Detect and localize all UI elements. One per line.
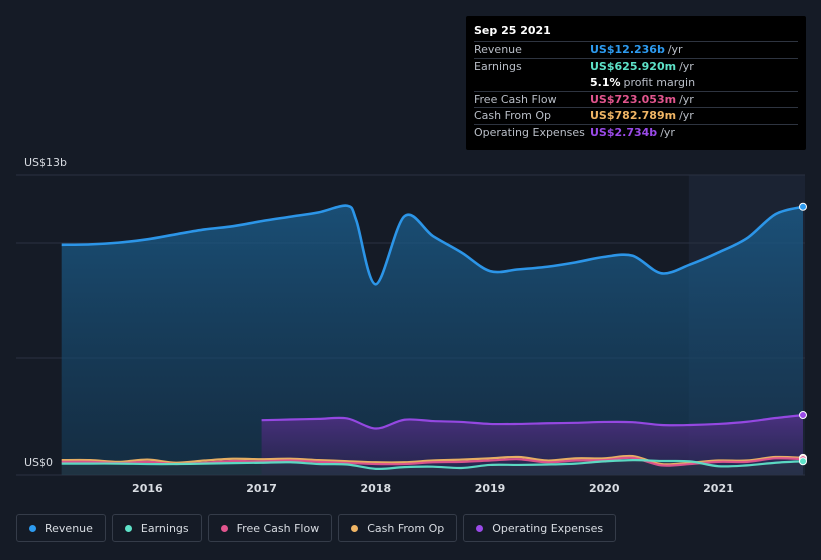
tooltip-row: Operating Expenses US$2.734b/yr — [474, 123, 798, 141]
cash-from-op-line — [61, 454, 804, 466]
legend-label: Cash From Op — [367, 521, 445, 535]
tooltip-row-unit: /yr — [667, 43, 683, 57]
tooltip-row-label: Operating Expenses — [474, 125, 585, 139]
operating-expenses-endpoint-marker — [799, 411, 807, 420]
tooltip-date: Sep 25 2021 — [474, 24, 551, 37]
legend-label: Operating Expenses — [492, 521, 604, 535]
x-tick-label: 2018 — [361, 482, 392, 495]
legend-dot-icon — [124, 524, 132, 532]
tooltip-row: 5.1% profit margin — [474, 74, 798, 91]
tooltip-row-unit: /yr — [679, 109, 694, 123]
legend-label: Revenue — [45, 521, 93, 535]
tooltip-row-label: Revenue — [474, 43, 522, 57]
x-tick-label: 2017 — [246, 482, 277, 495]
tooltip-row-unit: /yr — [679, 92, 694, 106]
tooltip-row-unit: /yr — [660, 125, 675, 139]
legend-dot-icon — [29, 524, 36, 532]
legend-item-free-cash-flow[interactable]: Free Cash Flow — [207, 514, 333, 542]
chart: US$13b US$0 2016 2017 2018 2019 2020 2021 — [16, 156, 807, 495]
legend-item-cash-from-op[interactable]: Cash From Op — [338, 514, 458, 542]
tooltip-row: Revenue US$12.236b/yr — [474, 41, 798, 58]
revenue-area — [61, 205, 804, 475]
tooltip-row-value: US$2.734b — [590, 125, 658, 139]
legend-item-operating-expenses[interactable]: Operating Expenses — [463, 514, 617, 542]
chart-tooltip: Sep 25 2021 Revenue US$12.236b/yr Earnings… — [466, 16, 806, 150]
x-tick-label: 2020 — [589, 482, 620, 495]
legend-dot-icon — [476, 524, 484, 532]
tooltip-row-value: 5.1% — [590, 75, 621, 89]
x-tick-label: 2016 — [132, 482, 163, 495]
revenue-line — [61, 204, 804, 286]
tooltip-row: Free Cash Flow US$723.053m/yr — [474, 90, 798, 108]
tooltip-row-value: US$12.236b — [590, 43, 665, 57]
legend-item-revenue[interactable]: Revenue — [16, 514, 106, 542]
legend-item-earnings[interactable]: Earnings — [111, 514, 202, 542]
earnings-line — [61, 458, 804, 471]
revenue-endpoint-marker — [799, 202, 807, 211]
tooltip-row-value: US$723.053m — [590, 92, 677, 106]
tooltip-row-label: Earnings — [474, 59, 522, 73]
chart-legend: Revenue Earnings Free Cash Flow Cash From O… — [16, 514, 617, 542]
y-axis-bottom-label: US$0 — [24, 456, 53, 469]
x-tick-label: 2019 — [475, 482, 506, 495]
legend-label: Earnings — [140, 521, 189, 535]
legend-dot-icon — [220, 524, 228, 532]
tooltip-row-label: Free Cash Flow — [474, 92, 557, 106]
legend-label: Free Cash Flow — [236, 521, 320, 535]
tooltip-row-value: US$782.789m — [590, 109, 677, 123]
y-axis-top-label: US$13b — [24, 156, 67, 169]
earnings-endpoint-marker — [799, 457, 807, 466]
legend-dot-icon — [351, 524, 359, 532]
tooltip-row-value: US$625.920m — [590, 59, 677, 73]
tooltip-row-label: Cash From Op — [474, 109, 552, 123]
tooltip-row-unit: profit margin — [623, 75, 696, 89]
tooltip-row: Earnings US$625.920m/yr — [474, 57, 798, 75]
operating-expenses-line — [261, 413, 804, 430]
x-tick-label: 2021 — [703, 482, 734, 495]
tooltip-row: Cash From Op US$782.789m/yr — [474, 107, 798, 124]
tooltip-row-unit: /yr — [679, 59, 694, 73]
